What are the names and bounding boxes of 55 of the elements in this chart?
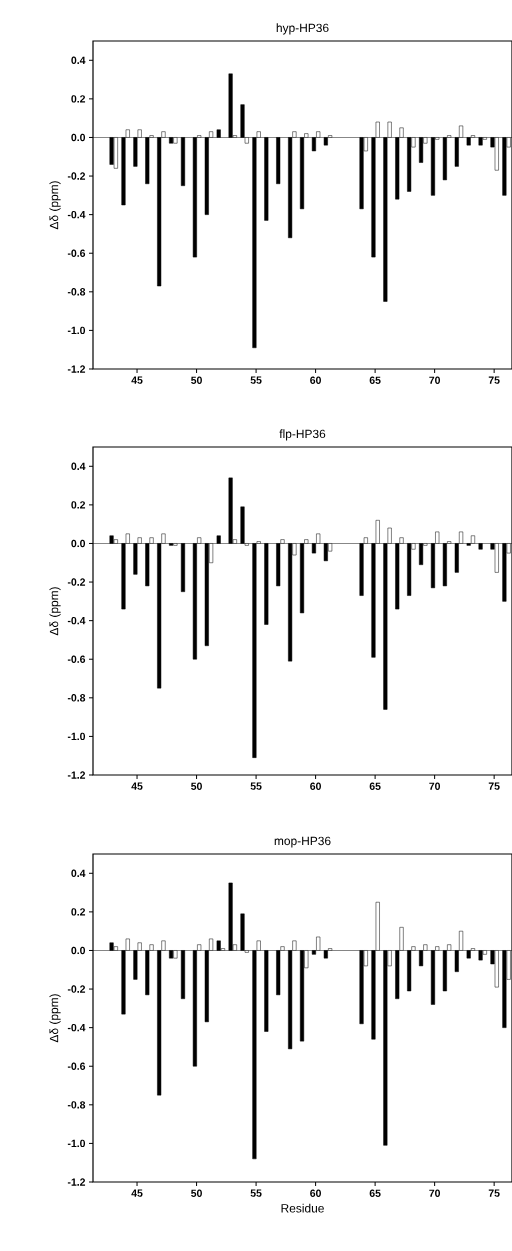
y-tick-label: 0.4 [71,462,86,470]
y-tick-label: -1.2 [67,1178,86,1186]
y-tick-label: -1.0 [67,326,86,335]
x-tick-label: 60 [310,1189,321,1197]
y-tick-label: 0.0 [71,133,86,142]
y-tick-label: -0.6 [67,249,86,257]
x-tick-label: 70 [429,376,441,384]
y-axis-title: Δδ (ppm) [49,181,61,230]
y-tick-label: -1.0 [67,732,86,741]
x-axis-title: Residue [281,1203,324,1213]
x-tick-label: 45 [131,1189,143,1197]
y-tick-label: 0.4 [71,56,86,64]
x-tick-label: 50 [191,376,202,384]
y-tick-label: 0.2 [71,95,86,103]
y-tick-label: -1.2 [67,365,86,373]
y-tick-label: 0.0 [71,946,86,955]
y-tick-label: -0.8 [67,694,86,702]
y-tick-label: -0.4 [67,1023,86,1032]
y-tick-label: -0.2 [67,172,86,180]
y-tick-label: -1.0 [67,1139,86,1148]
y-tick-label: -0.8 [67,1101,86,1109]
x-tick-label: 45 [131,376,143,384]
x-tick-label: 50 [191,1189,202,1197]
x-tick-label: 75 [488,1189,500,1197]
x-tick-label: 75 [488,782,500,790]
y-tick-label: -1.2 [67,771,86,779]
x-tick-label: 65 [369,1189,381,1197]
x-tick-label: 60 [310,376,321,384]
chart-title: mop-HP36 [274,836,331,848]
x-tick-label: 65 [369,782,381,790]
y-tick-label: 0.0 [71,539,86,548]
x-tick-label: 55 [250,1189,262,1197]
chart-title: hyp-HP36 [276,23,329,35]
y-tick-label: -0.2 [67,985,86,993]
x-tick-label: 50 [191,782,202,790]
y-tick-label: 0.4 [71,869,86,877]
y-tick-label: -0.4 [67,210,86,219]
x-tick-label: 70 [429,1189,441,1197]
y-axis-title: Δδ (ppm) [49,994,61,1043]
y-tick-label: -0.2 [67,578,86,586]
y-tick-label: -0.8 [67,288,86,296]
x-tick-label: 70 [429,782,441,790]
y-tick-label: 0.2 [71,908,86,916]
chart-title: flp-HP36 [279,429,326,441]
y-tick-label: -0.6 [67,1062,86,1070]
y-tick-label: -0.6 [67,655,86,663]
y-tick-label: -0.4 [67,616,86,625]
x-tick-label: 45 [131,782,143,790]
x-tick-label: 75 [488,376,500,384]
y-tick-label: 0.2 [71,501,86,509]
x-tick-label: 55 [250,376,262,384]
x-tick-label: 60 [310,782,321,790]
x-tick-label: 65 [369,376,381,384]
x-tick-label: 55 [250,782,262,790]
y-axis-title: Δδ (ppm) [49,587,61,636]
